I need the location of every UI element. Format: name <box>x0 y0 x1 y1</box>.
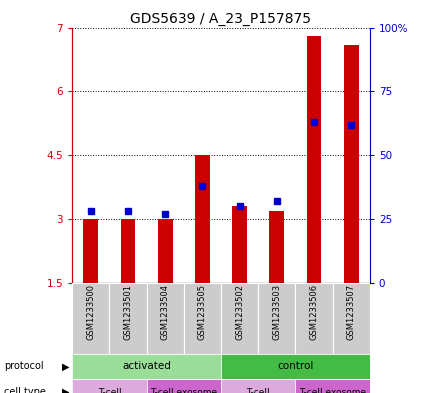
Text: T-cell: T-cell <box>98 387 121 393</box>
Text: T-cell exosome: T-cell exosome <box>299 387 366 393</box>
Bar <box>221 379 295 393</box>
Text: control: control <box>277 362 314 371</box>
Bar <box>332 283 370 354</box>
Bar <box>184 283 221 354</box>
Bar <box>221 283 258 354</box>
Bar <box>147 283 184 354</box>
Text: activated: activated <box>122 362 171 371</box>
Bar <box>109 283 147 354</box>
Title: GDS5639 / A_23_P157875: GDS5639 / A_23_P157875 <box>130 13 312 26</box>
Text: GSM1233504: GSM1233504 <box>161 285 170 340</box>
Bar <box>232 206 247 283</box>
Bar <box>83 219 98 283</box>
Text: T-cell exosome: T-cell exosome <box>150 387 217 393</box>
Bar <box>306 36 321 283</box>
Text: protocol: protocol <box>4 362 44 371</box>
Text: GSM1233503: GSM1233503 <box>272 285 281 340</box>
Bar <box>295 283 332 354</box>
Bar <box>344 44 359 283</box>
Text: GSM1233507: GSM1233507 <box>347 285 356 340</box>
Bar <box>147 379 221 393</box>
Bar <box>121 219 136 283</box>
Text: GSM1233506: GSM1233506 <box>309 285 318 340</box>
Bar <box>72 379 147 393</box>
Bar <box>72 354 221 379</box>
Text: ▶: ▶ <box>62 387 69 393</box>
Bar <box>72 283 109 354</box>
Text: GSM1233501: GSM1233501 <box>124 285 133 340</box>
Text: GSM1233502: GSM1233502 <box>235 285 244 340</box>
Bar <box>158 219 173 283</box>
Text: T-cell: T-cell <box>246 387 270 393</box>
Bar <box>221 354 370 379</box>
Bar <box>195 155 210 283</box>
Text: ▶: ▶ <box>62 362 69 371</box>
Bar <box>295 379 370 393</box>
Bar <box>269 211 284 283</box>
Text: GSM1233505: GSM1233505 <box>198 285 207 340</box>
Text: GSM1233500: GSM1233500 <box>86 285 95 340</box>
Text: cell type: cell type <box>4 387 46 393</box>
Bar <box>258 283 295 354</box>
